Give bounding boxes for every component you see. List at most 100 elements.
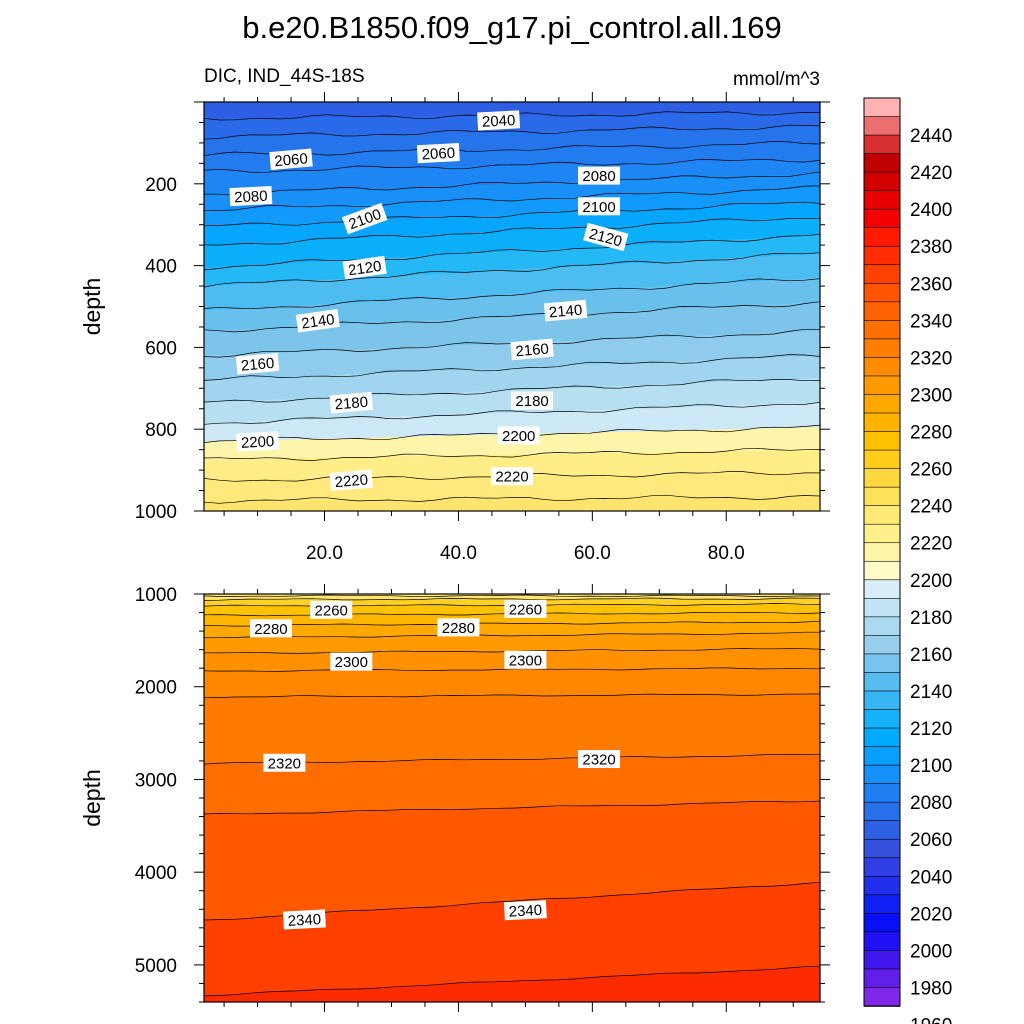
colorbar-swatch xyxy=(863,987,901,1007)
colorbar-swatch xyxy=(863,134,901,155)
contour-label-text: 2100 xyxy=(582,199,615,216)
contour-label: 2120 xyxy=(342,255,387,280)
colorbar-swatch xyxy=(863,801,901,822)
y-tick-label: 1000 xyxy=(135,585,177,606)
y-tick-label: 1000 xyxy=(135,502,177,523)
colorbar-label: 2300 xyxy=(910,385,952,406)
colorbar-label: 2340 xyxy=(910,311,952,332)
colorbar-label: 2060 xyxy=(910,830,952,851)
contour-label-text: 2280 xyxy=(442,620,475,637)
colorbar-swatch xyxy=(863,190,901,210)
figure-title: b.e20.B1850.f09_g17.pi_control.all.169 xyxy=(242,10,782,45)
contour-line xyxy=(204,158,820,173)
colorbar-label: 2120 xyxy=(910,719,952,740)
colorbar-swatch xyxy=(863,709,901,729)
contour-label: 2180 xyxy=(329,391,374,414)
lower-panel: 2260 2260 2280 2280 2300 2300 2320 2320 2340 2340… xyxy=(79,584,830,1012)
contour-label-text: 2300 xyxy=(509,652,542,669)
colorbar-swatch xyxy=(863,486,901,507)
contour-label-text: 2200 xyxy=(502,428,535,445)
colorbar-swatch xyxy=(863,375,901,396)
colorbar-label: 2260 xyxy=(910,460,952,481)
contour-label-text: 2220 xyxy=(495,469,528,486)
contour-line xyxy=(204,753,820,765)
contour-label: 2060 xyxy=(269,148,313,170)
contour-label-text: 2040 xyxy=(482,112,516,131)
y-tick-label: 2000 xyxy=(135,678,177,699)
contour-line xyxy=(204,354,820,381)
contour-line xyxy=(204,171,820,196)
colorbar-swatch xyxy=(863,301,901,322)
contour-label-text: 2140 xyxy=(548,302,583,322)
fill-band xyxy=(204,966,820,1002)
colorbar-label: 2240 xyxy=(910,497,952,518)
contour-label-text: 2160 xyxy=(240,355,275,375)
colorbar-swatch xyxy=(863,746,901,766)
contour-label-text: 2220 xyxy=(334,471,369,491)
contour-line xyxy=(204,185,820,212)
colorbar-swatch xyxy=(863,727,901,748)
colorbar-swatch xyxy=(863,394,901,414)
contour-label: 2040 xyxy=(477,110,521,131)
contour-label: 2200 xyxy=(236,431,280,452)
contour-label-text: 2060 xyxy=(421,145,455,164)
y-tick-label: 800 xyxy=(145,420,177,441)
contour-label: 2280 xyxy=(437,618,480,637)
colorbar-swatch xyxy=(863,412,901,433)
contour-line xyxy=(204,693,820,699)
y-tick-label: 400 xyxy=(145,257,177,278)
contour-line xyxy=(204,234,820,271)
contour-label: 2320 xyxy=(578,750,621,769)
colorbar-label: 1980 xyxy=(910,978,952,999)
contour-line xyxy=(204,620,820,627)
contour-line xyxy=(204,278,820,310)
colorbar-label: 2040 xyxy=(910,867,952,888)
colorbar-swatch xyxy=(863,338,901,359)
colorbar-label: 2420 xyxy=(910,163,952,184)
colorbar-label: 1960 xyxy=(910,1016,952,1024)
contour-line xyxy=(204,594,820,598)
colorbar-swatch xyxy=(863,320,901,340)
colorbar-swatch xyxy=(863,857,901,878)
colorbar-label: 2220 xyxy=(910,534,952,555)
y-tick-label: 200 xyxy=(145,175,177,196)
contour-label: 2300 xyxy=(330,652,373,671)
y-tick-label: 5000 xyxy=(135,956,177,977)
subtitle-left: DIC, IND_44S-18S xyxy=(204,66,365,87)
contour-line xyxy=(204,447,820,461)
colorbar-label: 2160 xyxy=(910,645,952,666)
y-tick-label: 4000 xyxy=(135,863,177,884)
contour-label: 2220 xyxy=(491,467,533,486)
contour-label-text: 2300 xyxy=(335,654,368,671)
contour-label-text: 2320 xyxy=(268,755,301,772)
colorbar-swatch xyxy=(863,950,901,970)
colorbar-swatch xyxy=(863,431,901,451)
colorbar-label: 2100 xyxy=(910,756,952,777)
colorbar-swatch xyxy=(863,579,901,600)
contour-line xyxy=(204,124,820,140)
colorbar-swatch xyxy=(863,449,901,470)
contour-label: 2160 xyxy=(235,352,280,375)
colorbar-swatch xyxy=(863,616,901,637)
colorbar-label: 2180 xyxy=(910,608,952,629)
contour-label: 2300 xyxy=(504,650,547,669)
colorbar-swatch xyxy=(863,227,901,248)
colorbar-swatch xyxy=(863,523,901,544)
colorbar-frame xyxy=(863,97,901,1007)
colorbar-swatch xyxy=(863,560,901,581)
colorbar-swatch xyxy=(863,838,901,859)
contour-label-text: 2320 xyxy=(582,752,615,769)
colorbar-swatch xyxy=(863,468,901,488)
contour-label: 2100 xyxy=(578,197,621,216)
contour-label: 2340 xyxy=(503,900,547,921)
colorbar-swatch xyxy=(863,894,901,915)
contour-label: 2140 xyxy=(543,299,588,322)
contour-line xyxy=(204,597,820,601)
contour-label-text: 2180 xyxy=(334,394,369,414)
contour-label-text: 2340 xyxy=(287,911,321,930)
colorbar-swatch xyxy=(863,171,901,192)
y-tick-label: 3000 xyxy=(135,770,177,791)
colorbar-label: 2360 xyxy=(910,274,952,295)
colorbar-label: 2280 xyxy=(910,423,952,444)
contour-label: 2260 xyxy=(504,599,547,618)
